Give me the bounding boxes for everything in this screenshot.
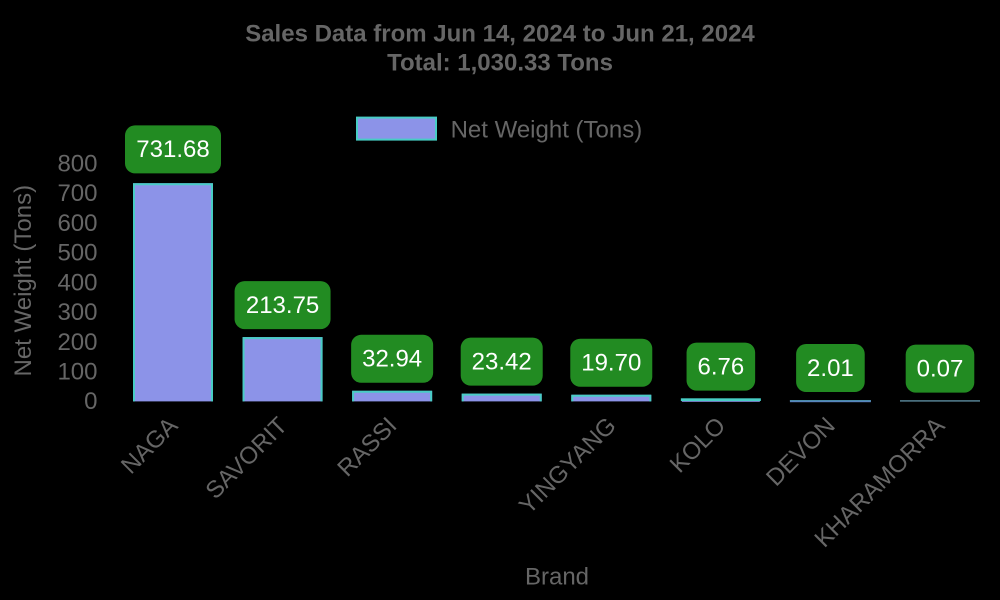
svg-text:213.75: 213.75 [246,292,319,319]
svg-text:600: 600 [57,210,97,237]
svg-text:500: 500 [57,240,97,267]
svg-text:731.68: 731.68 [136,136,209,163]
svg-text:100: 100 [57,359,97,386]
svg-text:800: 800 [57,151,97,178]
svg-text:0.07: 0.07 [917,355,964,382]
svg-text:700: 700 [57,180,97,207]
svg-text:Net Weight (Tons): Net Weight (Tons) [451,116,643,143]
svg-text:19.70: 19.70 [581,350,641,377]
svg-text:23.42: 23.42 [472,348,532,375]
svg-text:Sales Data from Jun 14, 2024 t: Sales Data from Jun 14, 2024 to Jun 21, … [245,21,755,48]
svg-text:2.01: 2.01 [807,355,854,382]
svg-text:400: 400 [57,269,97,296]
svg-text:0: 0 [84,388,97,415]
svg-text:6.76: 6.76 [697,353,744,380]
svg-text:Total: 1,030.33 Tons: Total: 1,030.33 Tons [387,49,613,76]
svg-text:Brand: Brand [525,564,589,591]
svg-text:Net Weight (Tons): Net Weight (Tons) [10,185,37,377]
svg-text:32.94: 32.94 [362,346,422,373]
svg-text:300: 300 [57,299,97,326]
svg-text:200: 200 [57,329,97,356]
